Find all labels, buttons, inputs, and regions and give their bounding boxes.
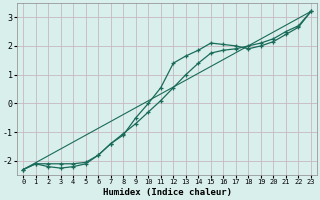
X-axis label: Humidex (Indice chaleur): Humidex (Indice chaleur) (103, 188, 232, 197)
